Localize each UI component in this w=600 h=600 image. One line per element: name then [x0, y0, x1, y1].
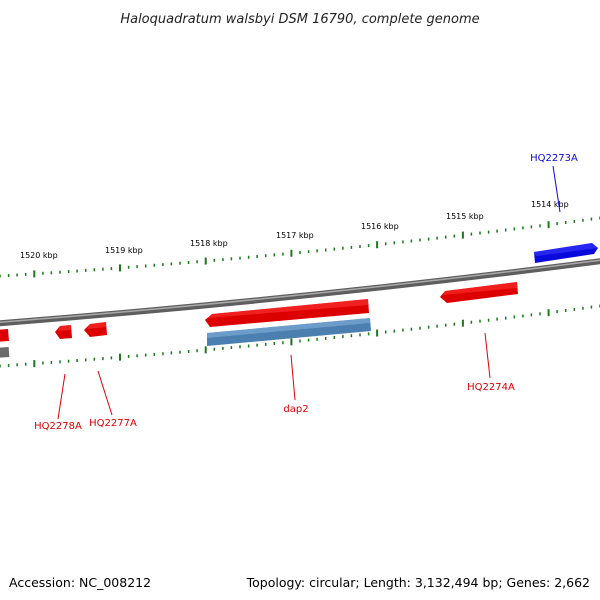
- scale-label-1518: 1518 kbp: [190, 239, 228, 248]
- leader-HQ2278A: [57, 373, 66, 420]
- genome-summary-text: Topology: circular; Length: 3,132,494 bp…: [246, 575, 590, 590]
- backbone-fragment: [0, 347, 10, 358]
- scale-label-1519: 1519 kbp: [105, 246, 143, 255]
- gene-HQ2277A[interactable]: [84, 322, 107, 337]
- gene-fragment-left[interactable]: [0, 329, 9, 342]
- scale-label-1514: 1514 kbp: [531, 200, 569, 209]
- gene-dap2[interactable]: [205, 299, 369, 327]
- genome-title: Haloquadratum walsbyi DSM 16790, complet…: [120, 12, 479, 27]
- scale-label-1516: 1516 kbp: [361, 222, 399, 231]
- cds-dap2[interactable]: [207, 318, 371, 346]
- label-HQ2273A: HQ2273A: [530, 153, 578, 164]
- gene-HQ2278A[interactable]: [55, 325, 72, 339]
- accession-text: Accession: NC_008212: [9, 575, 152, 590]
- scale-label-1520: 1520 kbp: [20, 251, 58, 260]
- leader-HQ2273A: [552, 165, 561, 213]
- outer-tick-ring: [0, 216, 600, 278]
- label-HQ2274A: HQ2274A: [467, 382, 515, 393]
- genome-backbone-highlight: [0, 259, 600, 323]
- inner-tick-ring: [0, 304, 600, 368]
- scale-label-1517: 1517 kbp: [276, 231, 314, 240]
- leader-dap2: [290, 354, 296, 401]
- leader-HQ2274A: [484, 332, 491, 379]
- gene-HQ2274A[interactable]: [440, 282, 518, 303]
- genome-backbone: [0, 258, 600, 327]
- label-HQ2277A: HQ2277A: [89, 418, 137, 429]
- label-dap2: dap2: [283, 404, 308, 415]
- leader-HQ2277A: [97, 370, 113, 416]
- label-HQ2278A: HQ2278A: [34, 421, 82, 432]
- scale-label-1515: 1515 kbp: [446, 212, 484, 221]
- gene-HQ2273A[interactable]: [534, 243, 598, 263]
